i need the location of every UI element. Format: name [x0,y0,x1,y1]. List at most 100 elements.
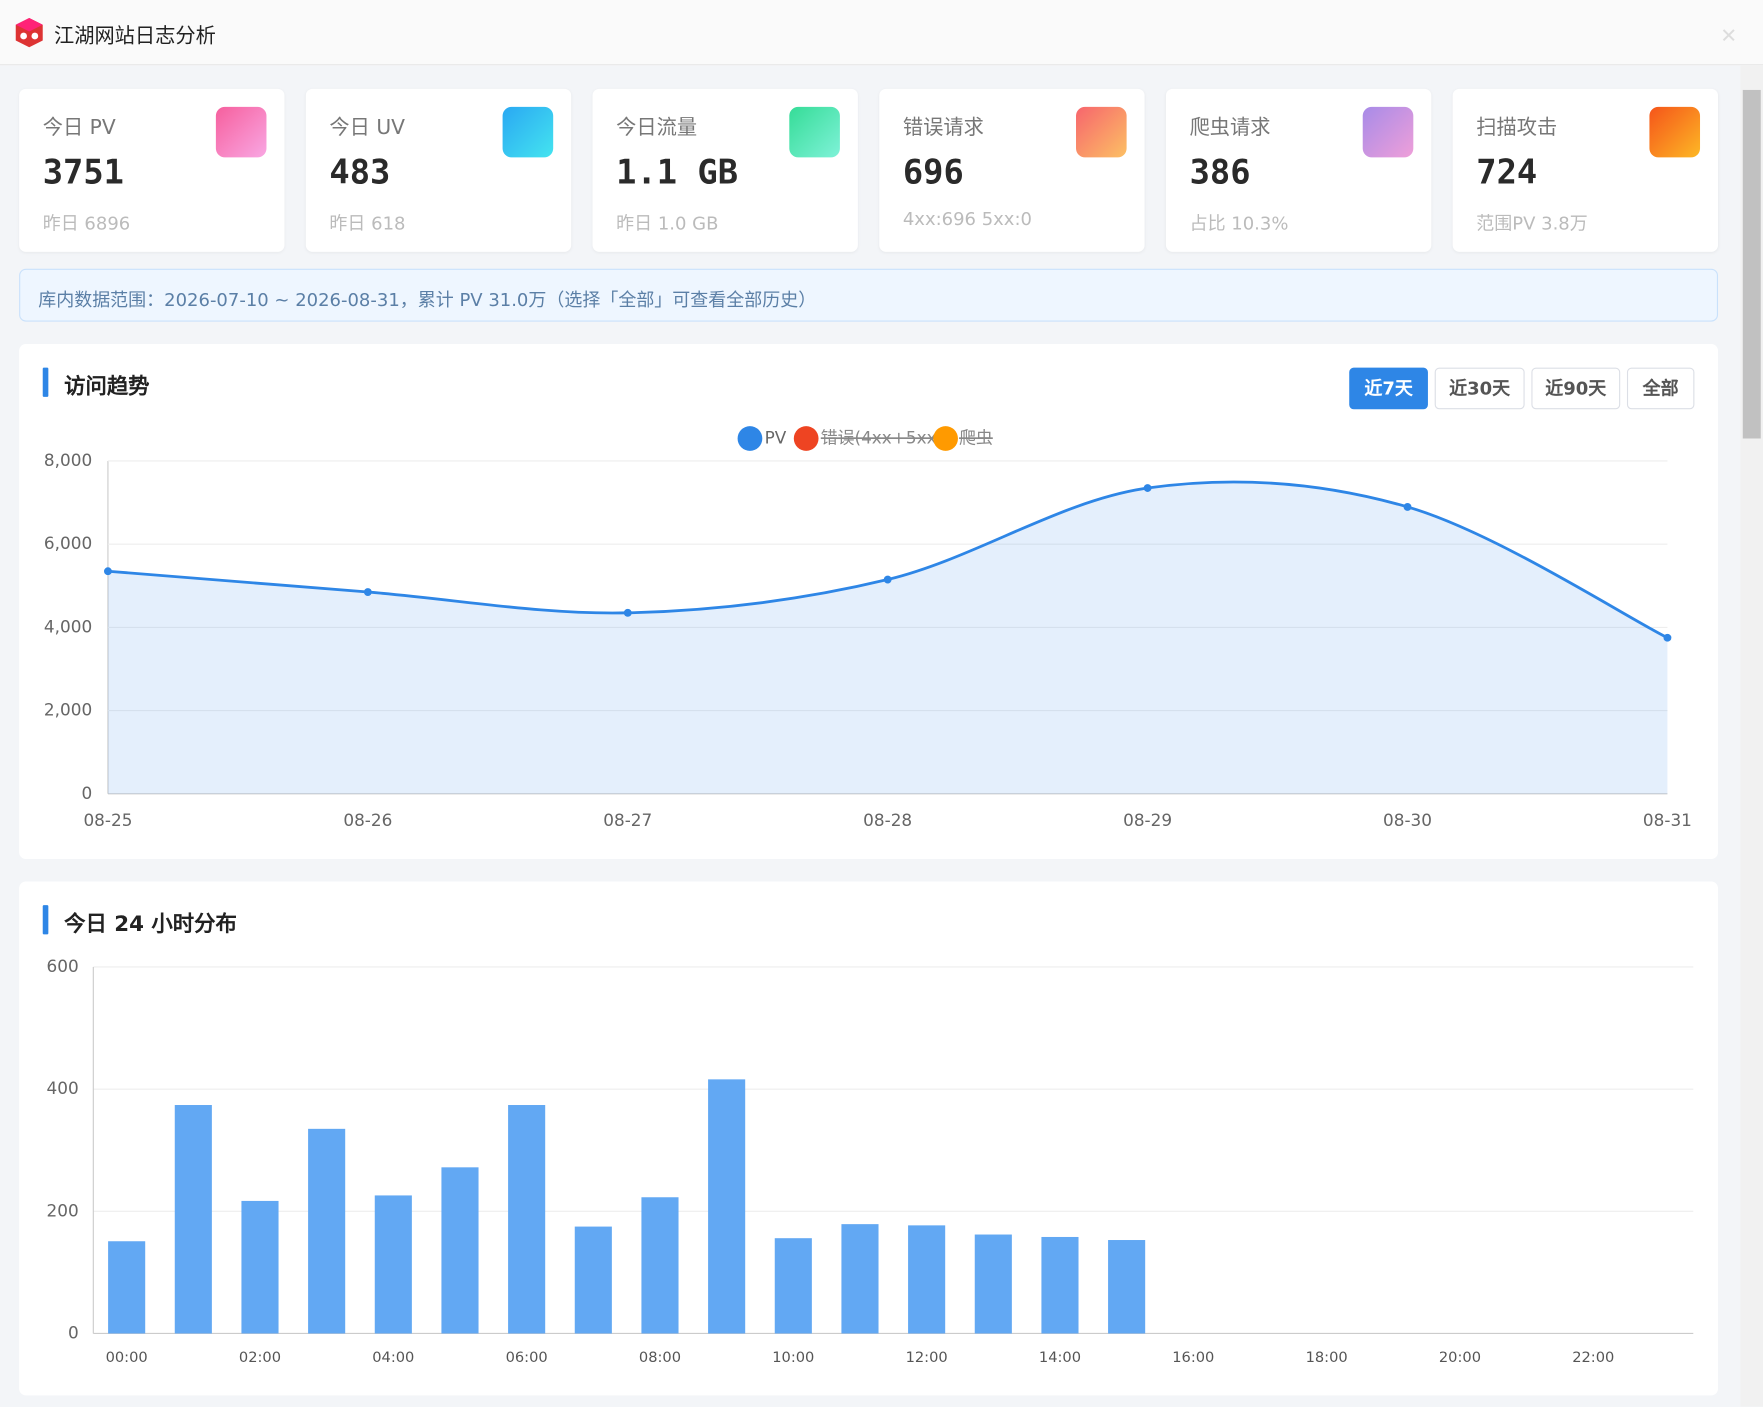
bar [641,1197,679,1334]
stat-card: 今日 PV 3751 昨日 6896 [19,88,285,252]
bar [108,1241,146,1334]
card-sub: 占比 10.3% [1189,212,1289,234]
y-tick-label: 4,000 [44,616,92,636]
point [1143,484,1152,492]
card-sub: 4xx:696 5xx:0 [902,208,1032,230]
stat-card: 错误请求 696 4xx:696 5xx:0 [879,88,1145,252]
stat-card: 今日 UV 483 昨日 618 [305,88,572,252]
card-value: 483 [329,152,391,193]
card-label: 爬虫请求 [1189,115,1271,140]
bar [1108,1240,1146,1334]
range-button[interactable]: 近7天 [1349,367,1428,410]
x-tick-label: 08-29 [1123,810,1172,830]
title-accent [42,367,49,397]
card-value: 386 [1189,152,1251,193]
title-bar: 江湖网站日志分析 ✕ [0,0,1763,66]
bar [1041,1236,1079,1334]
close-button[interactable]: ✕ [1720,24,1738,49]
x-tick-label: 08-27 [603,810,652,830]
card-value: 724 [1476,152,1538,193]
range-button[interactable]: 近30天 [1434,367,1525,410]
bar [241,1200,279,1334]
point [363,588,372,596]
card-icon [1362,106,1414,158]
trend-panel: 访问趋势 [19,344,1719,860]
card-value: 1.1 GB [616,152,739,193]
card-icon [215,106,267,158]
bar [974,1234,1012,1334]
range-button[interactable]: 全部 [1626,367,1695,410]
bar [374,1195,412,1334]
bar [308,1128,346,1334]
y-tick-label: 8,000 [44,450,92,470]
info-bar: 库内数据范围：2026-07-10 ~ 2026-08-31，累计 PV 31.… [19,268,1719,322]
bar [574,1226,612,1334]
bar [441,1167,479,1334]
stat-card: 扫描攻击 724 范围PV 3.8万 [1452,88,1719,252]
card-value: 3751 [42,152,124,193]
x-tick-label: 10:00 [772,1349,814,1366]
panel-title: 今日 24 小时分布 [64,911,237,937]
card-sub: 范围PV 3.8万 [1476,212,1588,234]
card-label: 扫描攻击 [1476,115,1558,140]
x-tick-label: 08-31 [1643,810,1692,830]
x-tick-label: 08-28 [863,810,912,830]
legend-marker [737,426,763,451]
stat-card: 爬虫请求 386 占比 10.3% [1165,88,1432,252]
x-tick-label: 08-30 [1383,810,1432,830]
card-label: 今日流量 [616,115,698,140]
x-tick-label: 22:00 [1572,1349,1614,1366]
title-accent [42,905,49,935]
scrollbar[interactable] [1740,65,1763,1407]
card-value: 696 [902,152,964,193]
legend-marker [793,426,819,451]
window-title: 江湖网站日志分析 [53,24,216,49]
x-tick-label: 08-25 [83,810,132,830]
bar [508,1105,546,1334]
x-tick-label: 12:00 [906,1349,948,1366]
area [107,481,1668,794]
x-tick-label: 06:00 [506,1349,548,1366]
card-icon [1649,106,1701,158]
y-tick-label: 0 [68,1322,79,1342]
legend-label: 爬虫 [959,428,993,448]
point [623,608,632,617]
y-tick-label: 0 [81,783,92,803]
point [883,575,892,584]
stat-card: 今日流量 1.1 GB 昨日 1.0 GB [592,88,858,252]
x-tick-label: 14:00 [1039,1349,1081,1366]
y-tick-label: 600 [47,956,79,976]
card-label: 错误请求 [902,115,984,140]
bar [908,1225,946,1334]
x-tick-label: 08-26 [343,810,392,830]
legend-marker [933,426,958,451]
x-tick-label: 00:00 [106,1349,148,1366]
x-tick-label: 02:00 [239,1349,281,1366]
bar [708,1079,746,1334]
bar [774,1238,812,1334]
legend-label: 错误(4xx+5xx) [821,428,943,448]
x-tick-label: 16:00 [1172,1349,1214,1366]
x-tick-label: 08:00 [639,1349,681,1366]
point [1663,633,1672,642]
card-icon [502,106,554,158]
y-tick-label: 6,000 [44,533,92,553]
point [104,567,112,576]
x-tick-label: 04:00 [372,1349,414,1366]
card-label: 今日 PV [42,115,116,140]
card-label: 今日 UV [329,115,406,140]
y-tick-label: 400 [47,1078,79,1098]
card-sub: 昨日 1.0 GB [616,212,719,234]
range-button[interactable]: 近90天 [1531,367,1621,410]
card-sub: 昨日 618 [329,212,406,234]
panel-title: 访问趋势 [64,374,150,400]
point [1403,502,1412,511]
y-tick-label: 2,000 [44,700,92,720]
card-sub: 昨日 6896 [42,212,131,234]
bar [841,1224,879,1334]
card-icon [1076,106,1127,158]
scroll-thumb[interactable] [1742,89,1761,439]
app-logo [15,17,43,48]
